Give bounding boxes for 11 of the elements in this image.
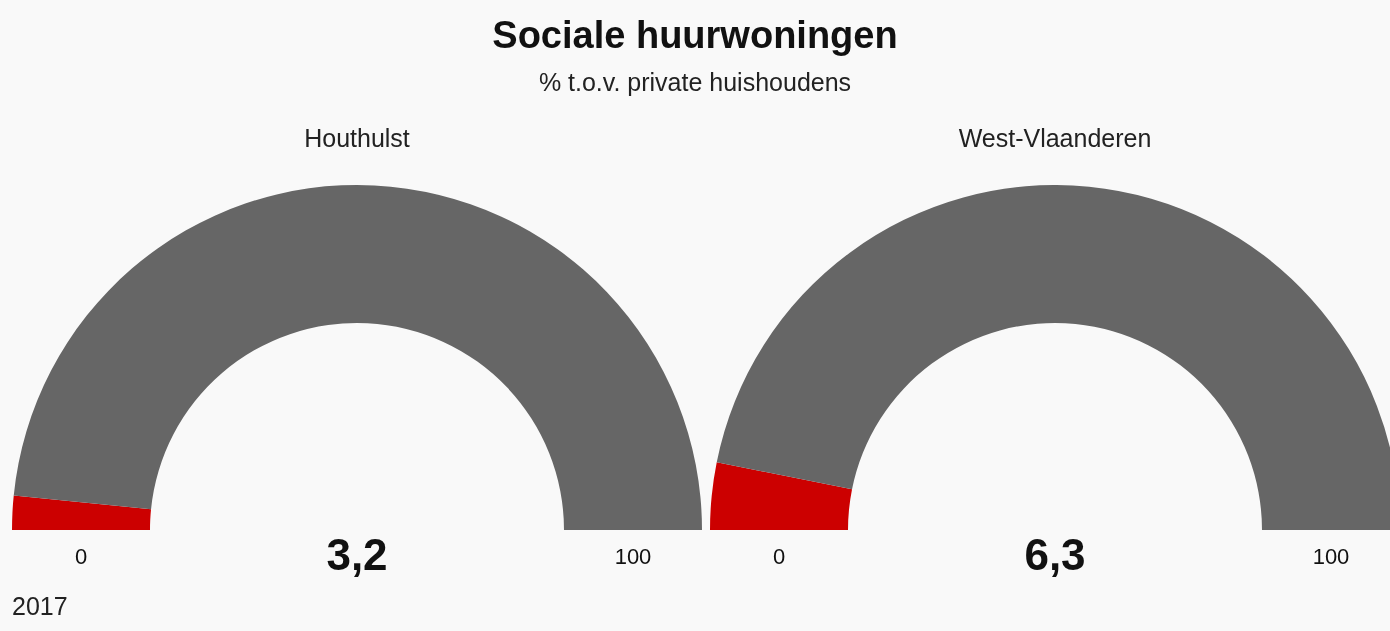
text: 3,2 — [326, 530, 388, 580]
text: 100 — [1312, 544, 1350, 570]
text: 2017 — [12, 592, 68, 621]
text: Sociale huurwoningen — [491, 14, 899, 57]
chart-title: West-Vlaanderen — [957, 124, 1153, 153]
text: 0 — [74, 544, 88, 570]
text: 6,3 — [1024, 530, 1086, 580]
text: 100 — [614, 544, 652, 570]
text: % t.o.v. private huishoudens — [537, 68, 853, 97]
text: 0 — [772, 544, 786, 570]
chart-title: Houthulst — [303, 124, 411, 153]
